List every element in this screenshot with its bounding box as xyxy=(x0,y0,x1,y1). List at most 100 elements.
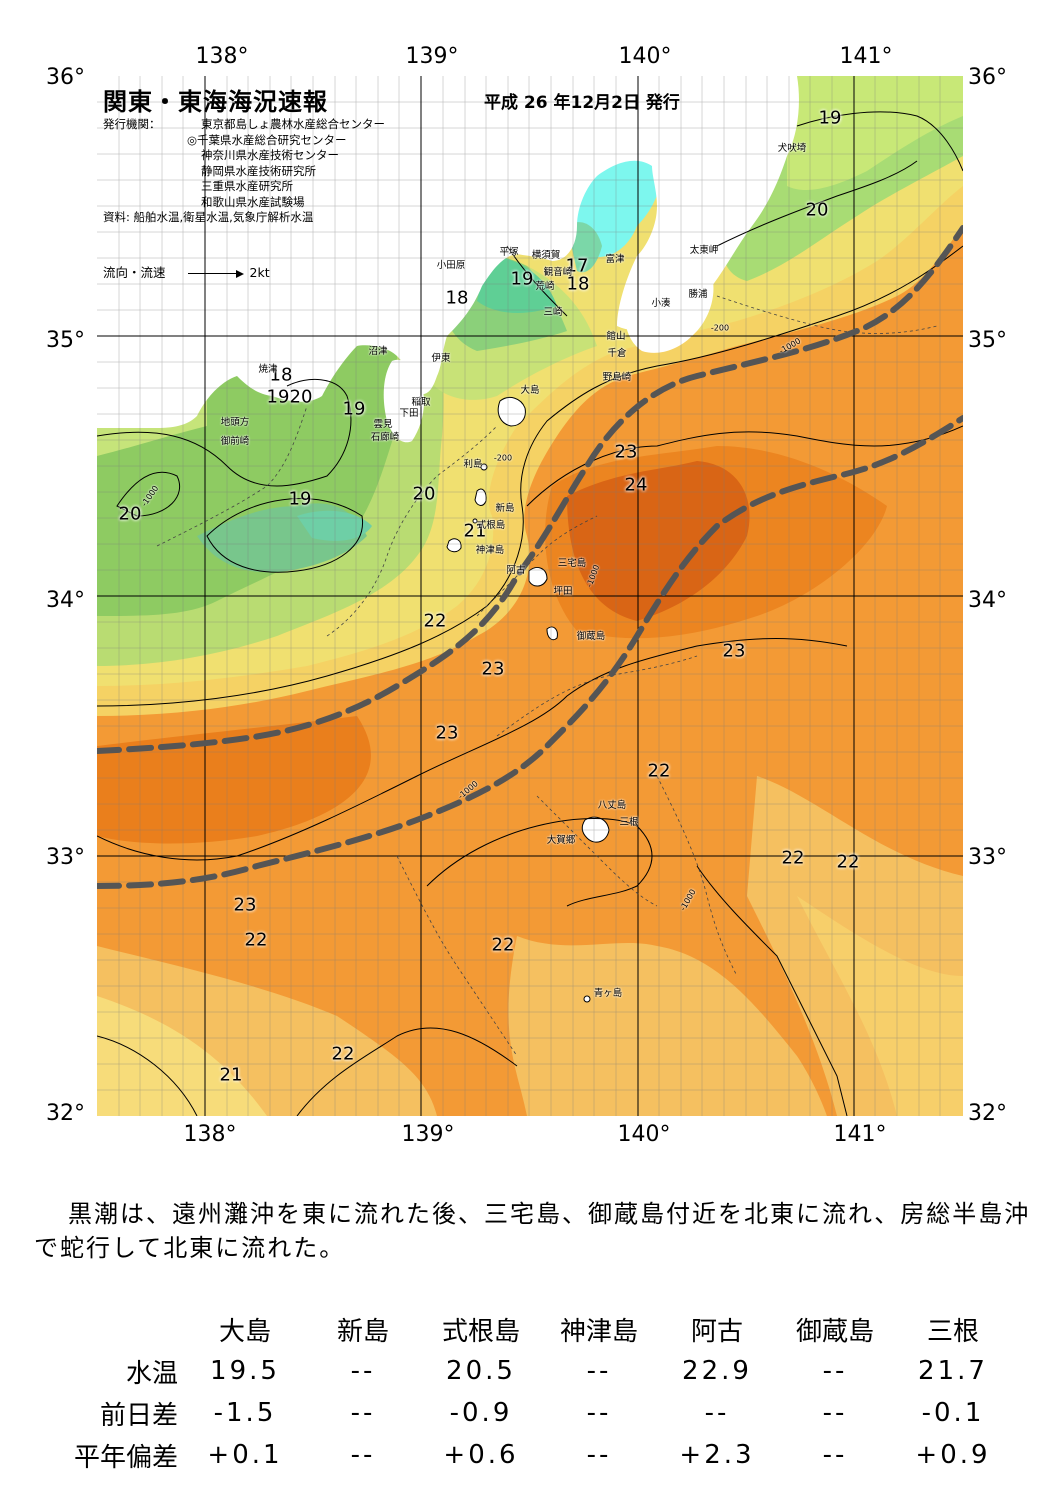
isotherm-label: 23 xyxy=(233,894,257,916)
lat-tick-right: 33° xyxy=(968,845,1007,870)
column-header: 神津島 xyxy=(559,1316,638,1347)
place-label: 沼津 xyxy=(368,346,388,357)
place-label: 式根島 xyxy=(476,520,506,531)
lat-tick-right: 32° xyxy=(968,1101,1007,1126)
column-header: 三根 xyxy=(926,1316,979,1347)
issue-date: 平成 26 年12月2日 発行 xyxy=(484,93,680,113)
place-label: 大賀郷 xyxy=(546,835,576,846)
isotherm-label: 24 xyxy=(624,474,648,496)
isotherm-label: 21 xyxy=(463,520,487,542)
column-header: 阿古 xyxy=(690,1316,743,1347)
kuroshio-axis xyxy=(97,225,963,889)
depth-label: -200 xyxy=(493,453,513,463)
place-label: 千倉 xyxy=(607,348,627,359)
lat-tick-right: 34° xyxy=(968,588,1007,613)
place-label: 稲取 xyxy=(411,397,431,408)
isotherm-label: 19 xyxy=(510,268,534,290)
isotherm-label: 19 xyxy=(342,398,366,420)
isotherm-label: 22 xyxy=(244,929,268,951)
place-label: 八丈島 xyxy=(597,800,627,811)
kuroshio-summary: 黒潮は、遠州灘沖を東に流れた後、三宅島、御蔵島付近を北東に流れ、房総半島沖で蛇行… xyxy=(34,1200,1031,1262)
place-label: 青ヶ島 xyxy=(593,988,623,999)
isotherm-label: 21 xyxy=(219,1064,243,1086)
isotherm-label: 18 xyxy=(566,273,590,295)
table-cell: -1.5 xyxy=(213,1398,277,1428)
isotherm-label: 20 xyxy=(805,199,829,221)
table-cell: +2.3 xyxy=(679,1440,755,1470)
isotherm-label: 18 xyxy=(445,287,469,309)
place-label: 三崎 xyxy=(543,307,563,318)
table-cell: +0.1 xyxy=(207,1440,283,1470)
isotherm-label: 22 xyxy=(423,610,447,632)
agency-name: 神奈川県水産技術センター xyxy=(201,148,339,162)
place-label: 太東岬 xyxy=(689,245,719,256)
column-header: 大島 xyxy=(218,1316,271,1347)
column-header: 新島 xyxy=(336,1316,389,1347)
agency-row: 神奈川県水産技術センター xyxy=(103,148,385,164)
place-label: 下田 xyxy=(399,408,419,419)
table-cell: -0.9 xyxy=(449,1398,513,1428)
place-label: 平塚 xyxy=(499,247,519,258)
isotherm-label: 19 xyxy=(818,107,842,129)
lon-tick-top: 138° xyxy=(195,44,249,69)
agency-label: 発行機関： xyxy=(103,117,161,131)
place-label: 館山 xyxy=(606,331,626,342)
lon-tick-bottom: 138° xyxy=(183,1122,237,1147)
place-label: 小田原 xyxy=(436,260,466,271)
place-label: 観音崎 xyxy=(543,267,573,278)
observation-table: 大島 新島 式根島 神津島 阿古 御蔵島 三根 水温 19.5 -- 20.5 … xyxy=(30,1308,1012,1476)
page-title: 関東・東海海況速報 xyxy=(103,88,328,116)
lat-tick-right: 36° xyxy=(968,65,1007,90)
place-label: 地頭方 xyxy=(220,417,250,428)
lon-tick-top: 140° xyxy=(618,44,672,69)
place-label: 犬吠埼 xyxy=(777,143,807,154)
agency-name: 東京都島しょ農林水産総合センター xyxy=(201,117,385,131)
agency-row: 三重県水産研究所 xyxy=(103,179,385,195)
place-label: 横須賀 xyxy=(531,250,561,261)
lat-tick-left: 35° xyxy=(46,328,85,353)
place-label: 新島 xyxy=(495,503,515,514)
place-label: 石廊崎 xyxy=(370,432,400,443)
table-cell: -- xyxy=(704,1398,730,1428)
table-cell: -- xyxy=(586,1440,612,1470)
isotherm-label: 22 xyxy=(491,934,515,956)
place-label: 三根 xyxy=(619,817,639,828)
agency-name: 静岡県水産技術研究所 xyxy=(201,163,316,178)
place-label: 阿古 xyxy=(506,565,526,576)
place-label: 野島崎 xyxy=(602,372,632,383)
table-cell: 21.7 xyxy=(918,1356,988,1386)
place-label: 焼津 xyxy=(258,364,278,375)
agency-row: ◎千葉県水産総合研究センター xyxy=(103,133,385,149)
table-cell: +0.9 xyxy=(915,1440,991,1470)
place-label: 富津 xyxy=(605,254,625,265)
isotherm-label: 20 xyxy=(118,503,142,525)
lat-tick-right: 35° xyxy=(968,328,1007,353)
table-row: 前日差 -1.5 -- -0.9 -- -- -- -0.1 xyxy=(30,1392,1012,1434)
agency-row: 和歌山県水産試験場 xyxy=(103,195,385,211)
isotherm-label: 22 xyxy=(781,847,805,869)
place-label: 大島 xyxy=(520,385,540,396)
lon-tick-bottom: 141° xyxy=(833,1122,887,1147)
agency-name: 和歌山県水産試験場 xyxy=(201,194,305,209)
lat-tick-left: 34° xyxy=(46,588,85,613)
agency-row: 静岡県水産技術研究所 xyxy=(103,164,385,180)
table-cell: +0.6 xyxy=(443,1440,519,1470)
table-cell: 19.5 xyxy=(210,1356,280,1386)
row-header: 水温 xyxy=(125,1358,178,1389)
place-label: 勝浦 xyxy=(688,289,708,300)
table-cell: 20.5 xyxy=(446,1356,516,1386)
isotherm-label: 22 xyxy=(331,1043,355,1065)
column-header: 式根島 xyxy=(441,1316,520,1347)
agency-row: 発行機関： 東京都島しょ農林水産総合センター xyxy=(103,117,385,133)
table-header-row: 大島 新島 式根島 神津島 阿古 御蔵島 三根 xyxy=(30,1308,1012,1350)
isotherm-label: 20 xyxy=(289,386,313,408)
table-row: 水温 19.5 -- 20.5 -- 22.9 -- 21.7 xyxy=(30,1350,1012,1392)
isotherm-label: 23 xyxy=(722,640,746,662)
table-cell: -- xyxy=(350,1440,376,1470)
lon-tick-bottom: 140° xyxy=(617,1122,671,1147)
table-cell: -- xyxy=(350,1398,376,1428)
isotherm-label: 20 xyxy=(412,483,436,505)
depth-label: -200 xyxy=(710,323,730,333)
table-cell: -0.1 xyxy=(921,1398,985,1428)
agency-name: 三重県水産研究所 xyxy=(201,179,293,193)
